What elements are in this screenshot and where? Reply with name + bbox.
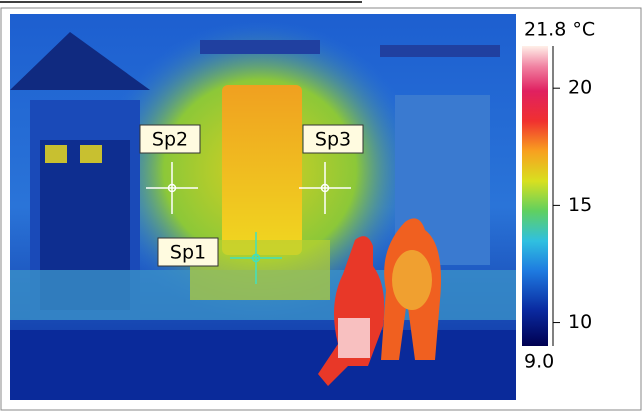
frame bbox=[0, 7, 642, 411]
scale-tick-label: 20 bbox=[568, 77, 592, 99]
spot-label-box bbox=[302, 124, 364, 154]
color-scale bbox=[522, 46, 548, 346]
crosshair-center bbox=[167, 183, 177, 193]
spot-label: Sp3 bbox=[315, 129, 351, 151]
spot: Sp3 bbox=[299, 124, 364, 214]
scale-tick-label: 10 bbox=[568, 311, 592, 333]
crosshair-center bbox=[251, 253, 261, 263]
crosshair-center bbox=[320, 183, 330, 193]
spot: Sp1 bbox=[157, 232, 282, 284]
scale-ticks: 20 15 10 bbox=[552, 46, 592, 346]
spot-label: Sp2 bbox=[152, 129, 188, 151]
spot-label-box bbox=[157, 237, 219, 267]
spot-markers: Sp1 Sp2 Sp3 bbox=[139, 124, 364, 284]
scale-tick-label: 15 bbox=[568, 194, 592, 216]
spot-label-box bbox=[139, 124, 201, 154]
spot: Sp2 bbox=[139, 124, 201, 214]
scale-min-label: 9.0 bbox=[524, 351, 554, 373]
spot-label: Sp1 bbox=[170, 242, 206, 264]
scale-max-label: 21.8 °C bbox=[524, 19, 595, 41]
thermal-image bbox=[10, 14, 516, 400]
